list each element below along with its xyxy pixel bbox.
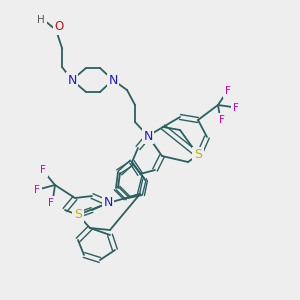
Text: S: S bbox=[194, 148, 202, 161]
Text: F: F bbox=[225, 86, 231, 96]
Text: S: S bbox=[74, 208, 82, 221]
Text: H: H bbox=[37, 15, 45, 25]
Text: N: N bbox=[103, 196, 113, 209]
Text: F: F bbox=[219, 115, 225, 125]
Text: N: N bbox=[67, 74, 77, 86]
Text: N: N bbox=[108, 74, 118, 86]
Text: F: F bbox=[40, 165, 46, 175]
Text: F: F bbox=[233, 103, 239, 113]
Text: F: F bbox=[34, 185, 40, 195]
Text: F: F bbox=[48, 198, 54, 208]
Text: N: N bbox=[143, 130, 153, 142]
Text: O: O bbox=[54, 20, 64, 34]
